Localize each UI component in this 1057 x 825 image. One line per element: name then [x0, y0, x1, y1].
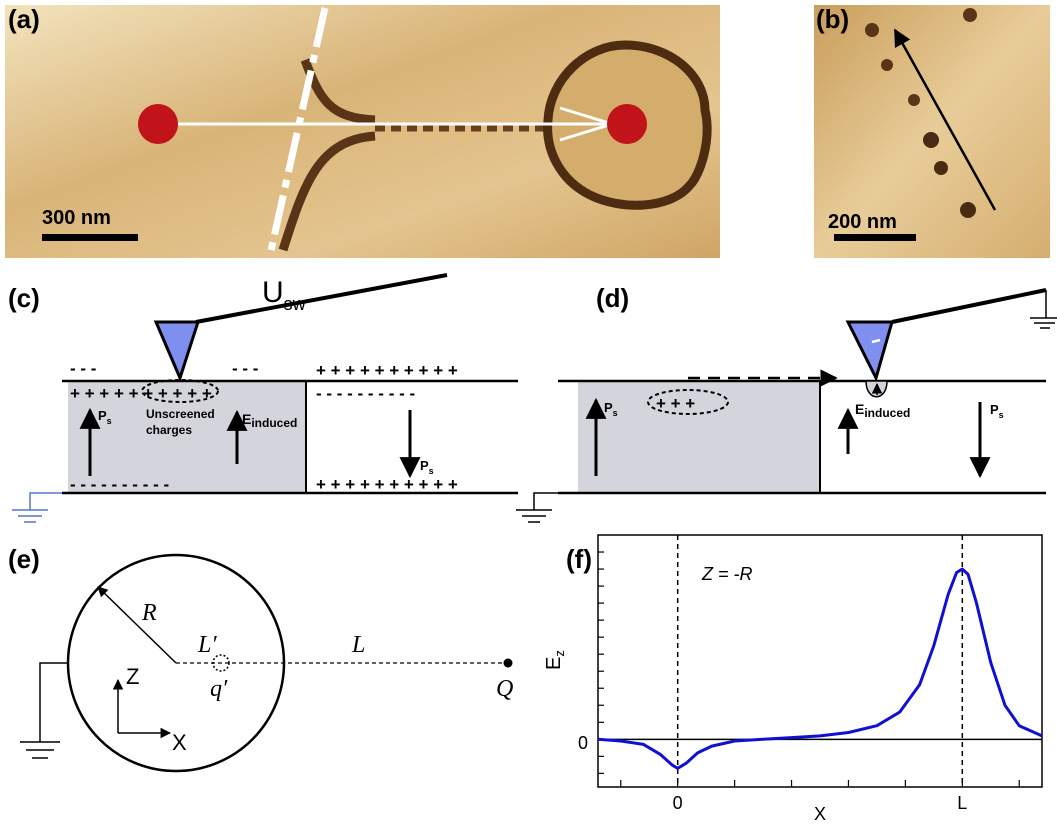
x-tick-label-0: 0 [673, 793, 683, 813]
plot-frame [597, 534, 1043, 788]
cantilever-d [891, 288, 1047, 324]
unscreened-label-1: Unscreened [146, 407, 215, 421]
einduced-label-c: Einduced [242, 411, 297, 430]
ps-label-left-c: Ps [98, 408, 112, 426]
ps-label-right-c: Ps [420, 458, 434, 476]
unscreened-ellipse-c [141, 379, 219, 403]
inner-minus-bottom-left: - - - - - - - - - - [70, 475, 169, 494]
image-charge [212, 654, 230, 672]
tip-mark-d [871, 338, 881, 344]
charges-plus-d: + + + [656, 394, 695, 413]
qprime-label: q′ [210, 676, 228, 702]
inner-plus-bottom-right: + + + + + + + + + + [316, 475, 458, 494]
end-dot [607, 104, 647, 144]
series-line-0 [597, 567, 1043, 770]
ground-e [20, 662, 68, 759]
scalebar-b [834, 234, 916, 241]
charge-Q [503, 658, 513, 668]
x-axis-label: X [814, 804, 826, 824]
ps-label-left-d: Ps [604, 400, 618, 418]
panel-e-label: (e) [8, 544, 40, 574]
panel-a-label: (a) [8, 4, 40, 34]
ground-d [516, 492, 558, 523]
arrow-b [893, 28, 997, 211]
tip-d [845, 320, 894, 383]
top-surface-minus-mid: - - - [232, 359, 258, 378]
dot-b1 [865, 23, 879, 37]
scalebar-a-label: 300 nm [42, 207, 111, 229]
x-tick-label-1: L [957, 793, 967, 813]
ps-label-right-d: Ps [990, 402, 1004, 420]
scalebar-b-label: 200 nm [828, 211, 897, 233]
radius-label: R [141, 600, 157, 626]
scalebar-a [42, 234, 138, 241]
unscreened-label-2: charges [146, 423, 192, 437]
ground-d-top [1030, 290, 1057, 329]
y-tick-label-0: 0 [578, 733, 588, 753]
shaded-domain-d [578, 381, 820, 493]
einduced-label-d: Einduced [855, 401, 910, 420]
z-label: Z [126, 664, 139, 689]
afm-image-b [814, 5, 1050, 258]
y-axis-label: Ez [543, 650, 567, 670]
panel-c: (c) Usw - - - - - - + + + + + + + + + + … [8, 273, 518, 523]
Lprime-label: L′ [197, 632, 217, 658]
panel-d-label: (d) [596, 283, 629, 313]
x-label: X [172, 730, 187, 755]
ground-c [12, 492, 62, 523]
inner-minus-right: - - - - - - - - - - [316, 384, 415, 403]
voltage-label: Usw [262, 276, 307, 314]
panel-d: (d) + + + Ps Einduced Ps [516, 283, 1057, 523]
dot-b6 [963, 8, 977, 22]
dot-b2 [881, 59, 893, 71]
domain-wall-lower [278, 131, 376, 252]
panel-e: (e) R L′ q′ L Q Z X [8, 544, 513, 773]
charges-ellipse-d [647, 389, 729, 415]
cantilever-c [195, 273, 448, 324]
shaded-domain-c [68, 381, 306, 493]
dot-b5 [934, 161, 948, 175]
top-surface-minus-left: - - - [70, 359, 96, 378]
dot-b3 [908, 94, 920, 106]
panel-b: (b) 200 nm [814, 4, 1050, 258]
start-dot [138, 104, 178, 144]
Q-label: Q [496, 676, 513, 702]
top-surface-plus-right: + + + + + + + + + + [316, 361, 458, 380]
panel-f-label: (f) [566, 544, 592, 574]
dot-b4 [923, 132, 939, 148]
panel-c-label: (c) [8, 283, 40, 313]
panel-a: (a) 300 nm [5, 4, 720, 258]
chart-annotation: Z = -R [701, 564, 753, 584]
radius-arrow [97, 586, 177, 664]
dashdot-line [266, 7, 329, 256]
dot-b7 [960, 202, 976, 218]
panel-b-label: (b) [816, 4, 849, 34]
tip-c [153, 320, 201, 383]
L-label: L [351, 632, 365, 658]
inner-plus-left: + + + + + + + + + + [70, 384, 212, 403]
